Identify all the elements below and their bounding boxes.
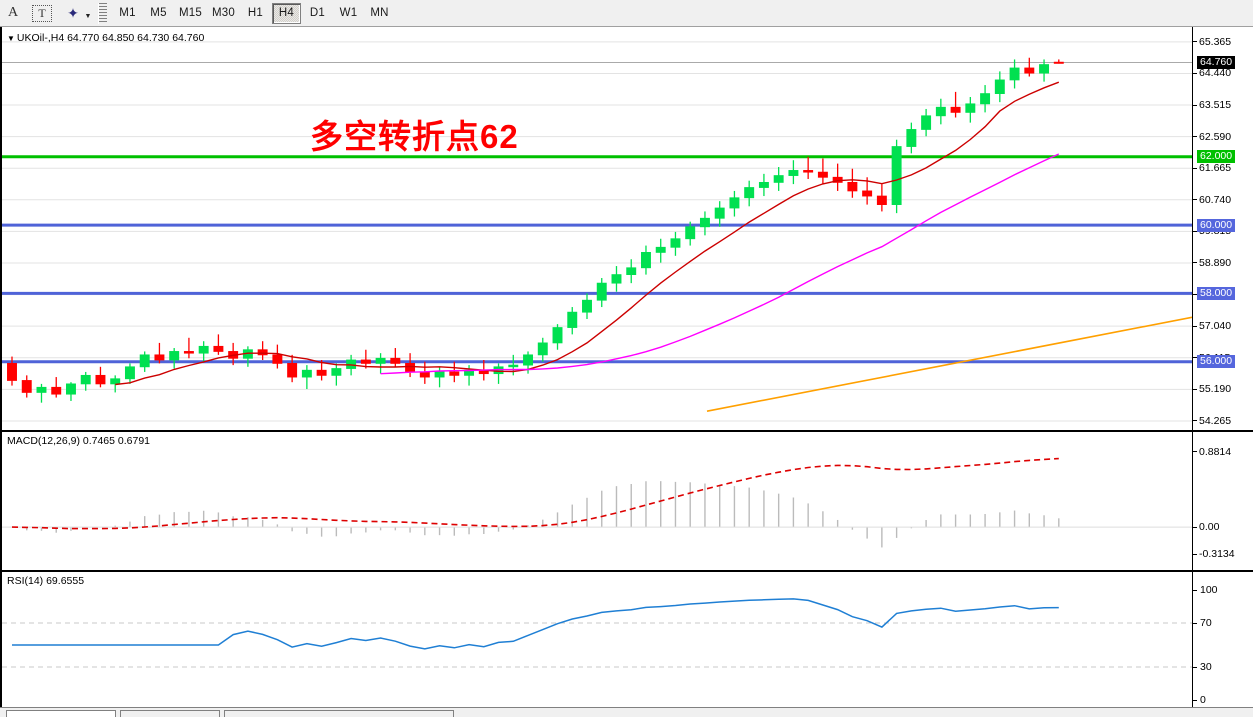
timeframe-d1[interactable]: D1 — [309, 7, 326, 19]
price-tick: 62.590 — [1193, 131, 1231, 142]
price-tag-blue[interactable]: 60.000 — [1197, 218, 1236, 232]
symbol-ohlc-label: ▼ UKOil-,H4 64.770 64.850 64.730 64.760 — [7, 32, 205, 44]
rsi-tick: 30 — [1193, 662, 1212, 672]
price-tag-green[interactable]: 62.000 — [1197, 150, 1236, 164]
rsi-plot — [2, 572, 1192, 716]
macd-tick: 0.8814 — [1193, 446, 1231, 457]
timeframe-w1[interactable]: W1 — [339, 7, 358, 19]
price-tick: 61.665 — [1193, 163, 1231, 173]
macd-pane[interactable]: MACD(12,26,9) 0.7465 0.6791 0.8814 0.00 -0… — [2, 432, 1253, 570]
price-tag-blue[interactable]: 56.000 — [1197, 355, 1236, 369]
timeframe-h1[interactable]: H1 — [247, 7, 264, 19]
timeframe-m15[interactable]: M15 — [179, 7, 202, 19]
chart-tab-1[interactable] — [6, 710, 116, 717]
price-tick: 65.365 — [1193, 37, 1231, 47]
rsi-scale: 100 70 30 0 — [1192, 572, 1253, 716]
text-tool-button[interactable]: A — [7, 5, 19, 20]
chart-tab-strip[interactable] — [0, 707, 1253, 717]
macd-scale: 0.8814 0.00 -0.3134 — [1192, 432, 1253, 570]
timeframe-m1[interactable]: M1 — [119, 7, 136, 19]
macd-plot — [2, 432, 1192, 570]
rsi-label: RSI(14) 69.6555 — [7, 575, 85, 587]
chart-tab-2[interactable] — [120, 710, 220, 717]
timeframe-m5[interactable]: M5 — [150, 7, 167, 19]
label-tool-button[interactable]: T — [32, 4, 52, 22]
price-tick: 55.190 — [1193, 384, 1231, 395]
pane-separator-1[interactable] — [2, 430, 1253, 432]
price-plot[interactable] — [2, 27, 1192, 430]
price-tag-blue[interactable]: 58.000 — [1197, 286, 1236, 300]
price-tick: 63.515 — [1193, 100, 1231, 110]
price-tag-current[interactable]: 64.760 — [1197, 56, 1236, 70]
price-tick: 60.740 — [1193, 195, 1231, 205]
timeframe-mn[interactable]: MN — [370, 7, 389, 19]
rsi-tick: 70 — [1193, 618, 1212, 628]
chart-tab-3[interactable] — [224, 710, 454, 717]
macd-tick: 0.00 — [1193, 522, 1219, 532]
price-scale[interactable]: 65.36564.44063.51562.59061.66560.74059.8… — [1192, 27, 1253, 430]
toolbar: A T ✦ ▼ M1 M5 M15 M30 H1 H4 D1 W1 MN — [0, 0, 1253, 27]
candlestick-plot — [2, 41, 1192, 422]
macd-label: MACD(12,26,9) 0.7465 0.6791 — [7, 435, 151, 447]
rsi-tick: 100 — [1193, 585, 1218, 595]
timeframe-h4[interactable]: H4 — [271, 2, 301, 24]
pane-separator-2[interactable] — [2, 570, 1253, 572]
chevron-down-icon[interactable]: ▼ — [84, 12, 92, 20]
toolbar-grip[interactable] — [98, 2, 107, 24]
rsi-tick: 0 — [1193, 695, 1206, 705]
price-tick: 57.040 — [1193, 321, 1231, 331]
chart-area[interactable]: ▼ UKOil-,H4 64.770 64.850 64.730 64.760 多… — [0, 27, 1253, 717]
price-tick: 64.440 — [1193, 68, 1231, 79]
price-tick: 54.265 — [1193, 416, 1231, 426]
price-tick: 58.890 — [1193, 258, 1231, 268]
price-pane[interactable]: ▼ UKOil-,H4 64.770 64.850 64.730 64.760 多… — [2, 27, 1253, 430]
shapes-tool-button[interactable]: ✦ — [67, 4, 79, 21]
timeframe-m30[interactable]: M30 — [211, 7, 235, 19]
collapse-caret-icon[interactable]: ▼ — [7, 34, 15, 43]
macd-tick: -0.3134 — [1193, 549, 1235, 559]
rsi-pane[interactable]: RSI(14) 69.6555 100 70 30 0 — [2, 572, 1253, 716]
chart-annotation-text: 多空转折点62 — [310, 118, 519, 155]
